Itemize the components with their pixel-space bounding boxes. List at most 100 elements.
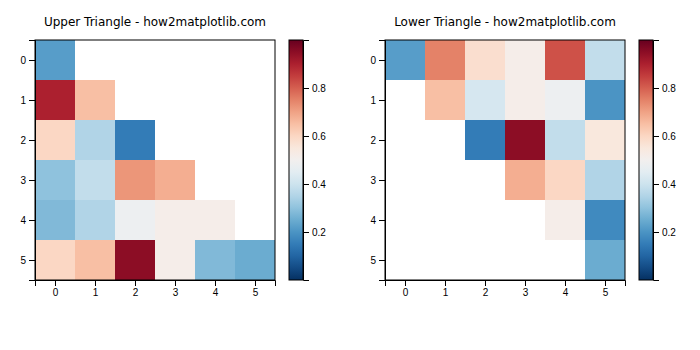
colorbar-tick-mark (653, 184, 659, 185)
y-tick-label: 2 (370, 135, 376, 146)
y-axis: 0 1 2 3 4 5 (20, 41, 35, 281)
cell (465, 40, 505, 80)
x-tick-mark (255, 280, 256, 286)
cell (545, 80, 585, 120)
cell (235, 240, 275, 280)
y-tick: 2 (20, 135, 35, 146)
x-tick-label: 2 (483, 287, 489, 298)
colorbar (289, 40, 303, 280)
y-tick: 0 (20, 55, 35, 66)
x-tick-mark (175, 280, 176, 286)
y-tick-mark (29, 180, 35, 181)
cell (585, 120, 625, 160)
y-tick-mark (29, 260, 35, 261)
x-tick-mark (215, 280, 216, 286)
cell (115, 240, 155, 280)
y-tick-label: 3 (20, 175, 26, 186)
y-tick-label: 2 (20, 135, 26, 146)
cell (115, 160, 155, 200)
cell (505, 80, 545, 120)
cell (385, 40, 425, 80)
y-axis-line (379, 41, 386, 281)
x-tick-label: 3 (523, 287, 529, 298)
x-tick-mark (565, 280, 566, 286)
colorbar-tick-mark (653, 232, 659, 233)
cell (465, 120, 505, 160)
cell (35, 240, 75, 280)
colorbar-tick-label: 0.6 (662, 131, 676, 142)
x-tick-mark (485, 280, 486, 286)
colorbar-tick-label: 0.8 (312, 83, 326, 94)
cell (35, 200, 75, 240)
x-tick-label: 5 (253, 287, 259, 298)
x-tick: 1 (443, 280, 449, 298)
x-tick-label: 0 (53, 287, 59, 298)
x-axis: 012345 (36, 280, 276, 298)
y-tick: 4 (370, 215, 385, 226)
cell (75, 240, 115, 280)
cell (545, 160, 585, 200)
cell (195, 240, 235, 280)
cell (545, 200, 585, 240)
y-tick-label: 3 (370, 175, 376, 186)
panel: 012345012345Upper Triangle - how2matplot… (20, 15, 326, 298)
y-tick-mark (29, 100, 35, 101)
cell (115, 120, 155, 160)
y-tick-mark (379, 220, 385, 221)
x-tick-mark (405, 280, 406, 286)
cell (35, 80, 75, 120)
y-tick: 3 (20, 175, 35, 186)
plot-frame (385, 40, 625, 280)
colorbar-axis: 0.2 0.4 0.6 0.8 (303, 41, 326, 281)
colorbar (639, 40, 653, 280)
y-tick-label: 5 (20, 255, 26, 266)
cell (425, 80, 465, 120)
x-tick-mark (135, 280, 136, 286)
y-axis: 012345 (370, 41, 385, 281)
y-tick: 5 (370, 255, 385, 266)
cell (35, 120, 75, 160)
x-tick-label: 4 (213, 287, 219, 298)
x-tick-label: 1 (443, 287, 449, 298)
colorbar-tick-mark (653, 88, 659, 89)
colorbar-tick-mark (653, 136, 659, 137)
colorbar-tick-label: 0.2 (662, 227, 676, 238)
y-tick: 1 (370, 95, 385, 106)
cell (505, 120, 545, 160)
colorbar-tick: 0.2 (303, 227, 326, 238)
cell (425, 40, 465, 80)
x-tick-mark (55, 280, 56, 286)
x-tick: 5 (603, 280, 609, 298)
cell (155, 240, 195, 280)
colorbar-axis: 0.2 0.4 0.6 0.8 (653, 41, 676, 281)
colorbar-tick-mark (303, 184, 309, 185)
x-tick: 5 (253, 280, 259, 298)
x-axis-line (36, 281, 276, 287)
cell (75, 80, 115, 120)
y-tick-label: 1 (20, 95, 26, 106)
colorbar-tick: 0.4 (653, 179, 676, 190)
x-tick-label: 1 (93, 287, 99, 298)
y-tick-label: 4 (20, 215, 26, 226)
x-tick-label: 0 (403, 287, 409, 298)
x-tick: 3 (173, 280, 179, 298)
y-tick-mark (379, 260, 385, 261)
colorbar-axis-line (654, 41, 660, 281)
panel: 012345012345Lower Triangle - how2matplot… (370, 15, 676, 298)
x-tick-label: 3 (173, 287, 179, 298)
cell (155, 160, 195, 200)
plot-frame (35, 40, 275, 280)
colorbar-axis-line (304, 41, 310, 281)
colorbar-tick-mark (303, 88, 309, 89)
y-tick-mark (29, 140, 35, 141)
cell (35, 160, 75, 200)
x-tick: 1 (93, 280, 99, 298)
cell (505, 160, 545, 200)
cell (75, 160, 115, 200)
colorbar-tick-label: 0.6 (312, 131, 326, 142)
colorbar-tick: 0.4 (303, 179, 326, 190)
cell (585, 80, 625, 120)
colorbar-tick-label: 0.8 (662, 83, 676, 94)
cell (585, 200, 625, 240)
cell (505, 40, 545, 80)
